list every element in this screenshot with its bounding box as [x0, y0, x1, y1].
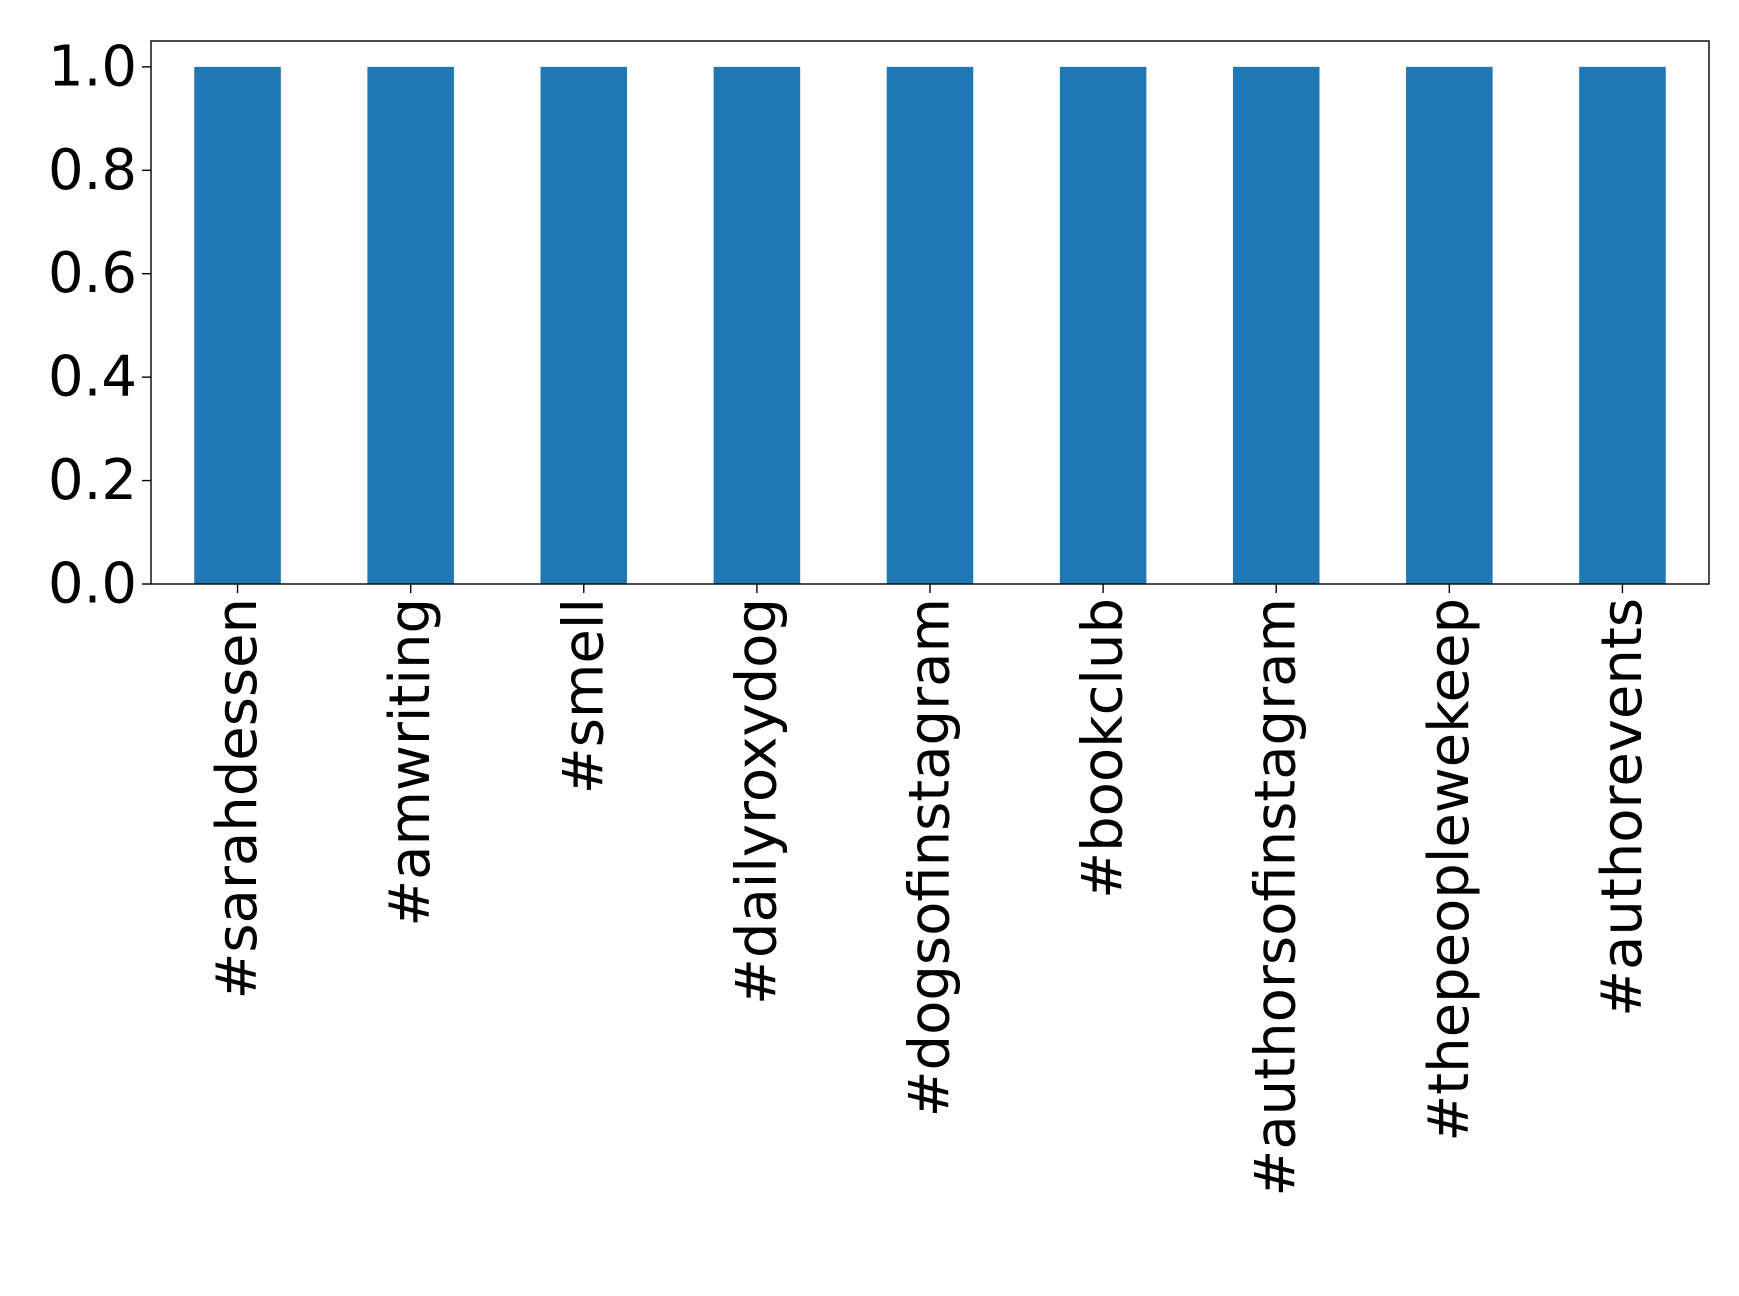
y-axis: 0.0 0.2 0.4 0.6 0.8 1.0: [48, 34, 151, 617]
bar: [540, 66, 628, 585]
plot-frame: [150, 40, 1710, 585]
y-tick-label: 0.4: [48, 345, 137, 410]
bars-layer: [194, 66, 1666, 585]
x-tick-label: #sarahdessen: [205, 598, 270, 1000]
x-tick-label: #thepeoplewekeep: [1417, 598, 1482, 1142]
x-tick-label: #authorsofinstagram: [1244, 598, 1309, 1197]
x-tick-label: #authorevents: [1590, 598, 1655, 1017]
bar: [886, 66, 974, 585]
x-tick-label: #dailyroxydog: [724, 598, 789, 1005]
bar: [713, 66, 801, 585]
y-tick-label: 0.0: [48, 552, 137, 617]
y-tick-label: 0.6: [48, 241, 137, 306]
y-tick-label: 1.0: [48, 34, 137, 99]
x-tick-label: #amwriting: [378, 598, 443, 927]
y-tick-label: 0.2: [48, 448, 137, 513]
x-tick-label: #bookclub: [1071, 598, 1136, 899]
x-axis: #sarahdessen #amwriting #smell #dailyroxydo…: [205, 584, 1655, 1197]
bar: [367, 66, 454, 585]
bar: [194, 66, 281, 585]
x-tick-label: #dogsofinstagram: [898, 598, 963, 1117]
bar: [1406, 66, 1493, 585]
bar: [1232, 66, 1320, 585]
bar: [1059, 66, 1147, 585]
bar: [1579, 66, 1666, 585]
x-tick-label: #smell: [551, 598, 616, 794]
y-tick-label: 0.8: [48, 138, 137, 203]
